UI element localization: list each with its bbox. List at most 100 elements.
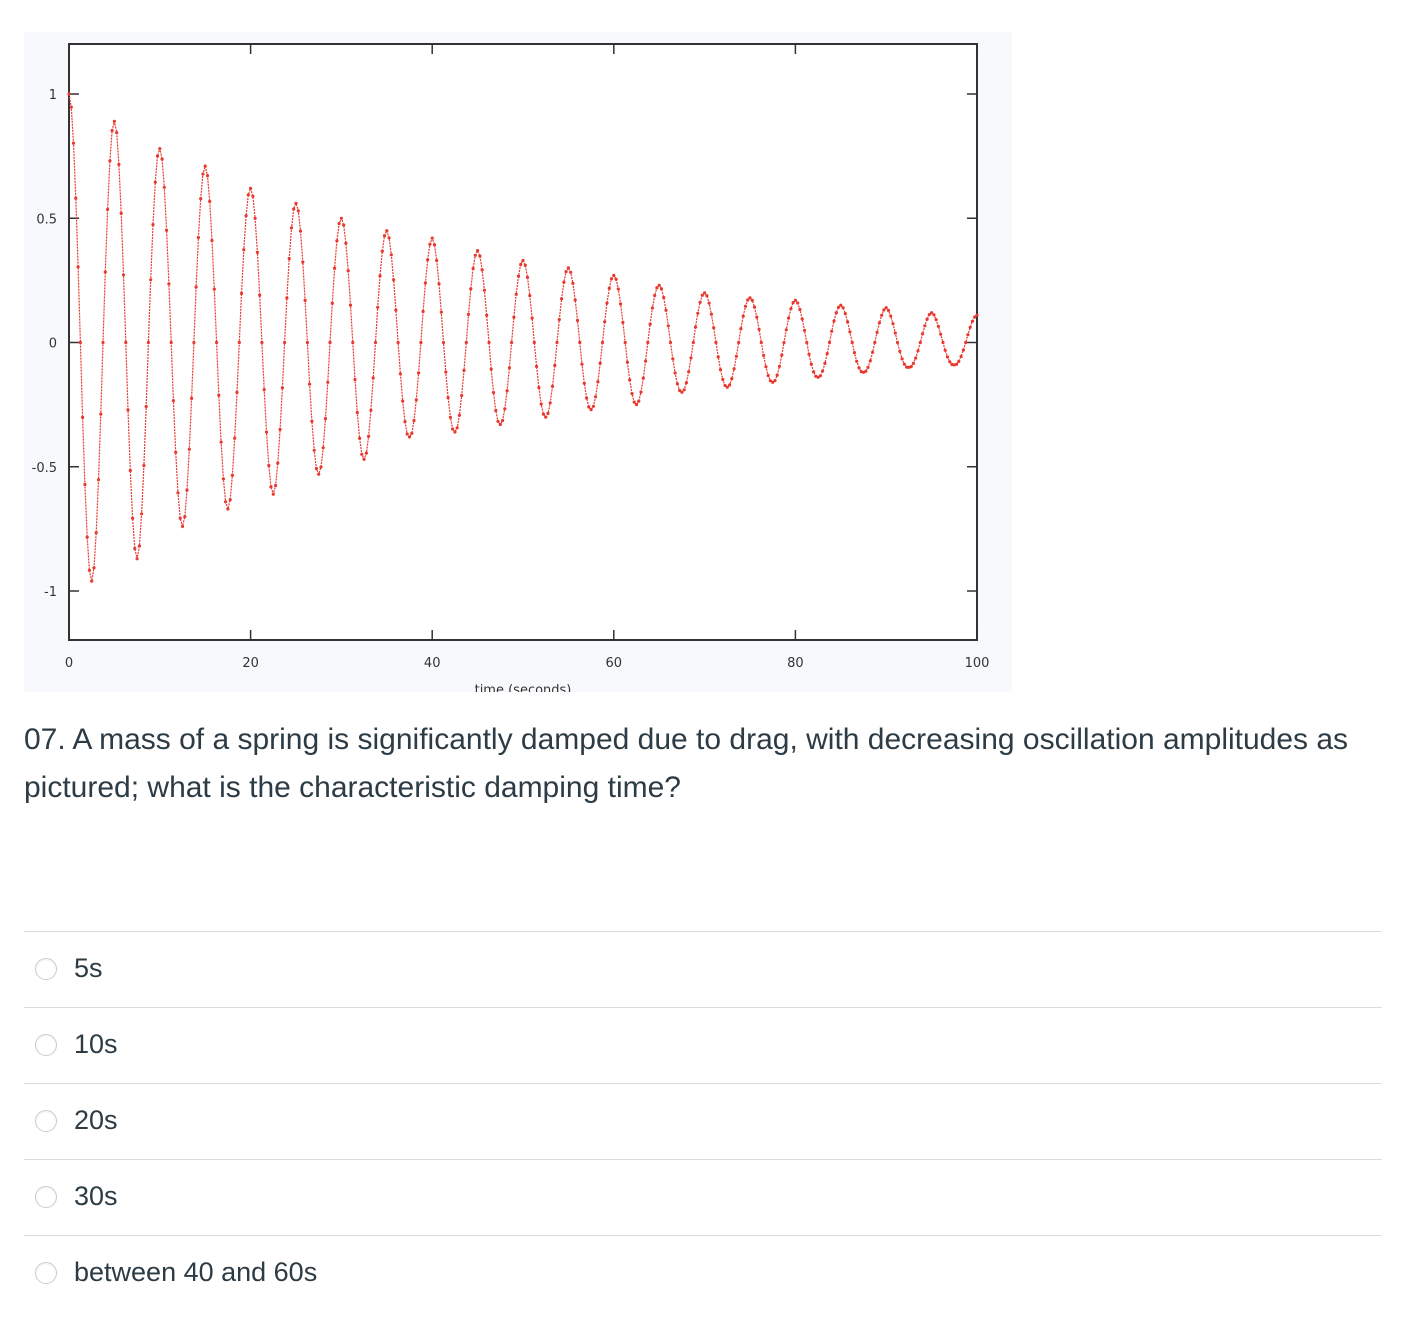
series-point [766,373,770,378]
series-point [532,340,536,345]
series-point [612,273,616,277]
series-point [90,579,94,583]
series-point [821,369,825,373]
series-point [857,366,861,370]
series-point [380,249,384,253]
series-point [582,381,586,385]
series-point [528,294,532,298]
series-point [848,330,852,334]
series-point [360,452,364,456]
series-point [525,275,530,279]
series-point [165,228,169,232]
series-point [825,352,829,356]
series-point [401,399,405,403]
series-point [255,250,259,254]
series-point [314,466,318,471]
series-point [737,340,741,345]
series-point [262,388,266,392]
series-point [893,331,897,335]
series-point [852,351,857,355]
series-point [895,340,900,345]
series-point [809,362,813,366]
plot-area [68,43,978,641]
answer-option[interactable]: 10s [24,1007,1382,1083]
radio-button[interactable] [35,1110,57,1132]
series-point [646,340,650,345]
series-point [473,253,477,257]
series-point [936,324,941,328]
series-point [780,353,784,357]
series-point [505,389,509,393]
series-point [623,340,627,345]
series-point [153,180,157,184]
series-point [149,278,153,282]
series-point [144,404,148,409]
series-point [784,328,788,332]
series-point [344,241,348,245]
answer-label: 20s [74,1105,118,1135]
radio-button[interactable] [35,958,57,980]
series-point [721,377,725,382]
series-point [428,242,432,246]
series-point [839,303,843,307]
series-point [732,367,736,371]
answer-option[interactable]: 5s [24,931,1382,1007]
radio-button[interactable] [35,1034,57,1056]
series-point [110,128,114,133]
series-point [369,408,373,412]
series-point [205,174,210,178]
series-point [190,396,194,400]
series-point [932,313,936,317]
series-point [108,159,112,163]
series-point [178,516,182,520]
series-point [750,298,754,302]
series-point [800,317,804,321]
series-point [787,316,791,320]
series-point [966,333,970,337]
series-point [221,477,225,481]
series-point [78,340,82,345]
answer-option[interactable]: 30s [24,1159,1382,1235]
series-point [900,357,904,361]
series-point [264,430,269,434]
answer-list: 5s 10s 20s 30s between 40 and 60s [24,931,1382,1311]
series-point [691,340,695,345]
x-axis-label: time (seconds) [475,683,572,692]
radio-button[interactable] [35,1262,57,1284]
series-point [367,434,371,438]
series-point [455,426,459,430]
radio-button[interactable] [35,1186,57,1208]
series-point [560,297,564,301]
series-point [891,322,895,326]
series-point [571,281,575,285]
x-tick-label: 20 [242,656,259,671]
answer-option[interactable]: between 40 and 60s [24,1235,1382,1311]
series-point [267,463,271,468]
series-point [911,361,916,365]
series-point [682,388,686,392]
series-point [146,340,150,345]
series-point [955,362,959,366]
series-point [410,431,414,435]
series-point [503,407,507,411]
series-point [716,355,720,359]
series-point [99,412,103,416]
series-point [823,361,827,365]
series-point [74,196,78,200]
series-point [739,327,743,331]
series-point [521,258,525,263]
series-point [453,430,457,434]
answer-option[interactable]: 20s [24,1083,1382,1159]
series-point [757,327,761,331]
series-point [700,293,704,297]
series-point [909,365,913,369]
series-point [759,340,763,345]
series-point [494,408,498,413]
series-point [882,308,886,312]
series-point [535,364,539,369]
series-point [328,340,332,345]
series-point [421,309,425,314]
series-point [296,209,300,213]
series-point [385,229,389,233]
series-point [317,472,321,476]
